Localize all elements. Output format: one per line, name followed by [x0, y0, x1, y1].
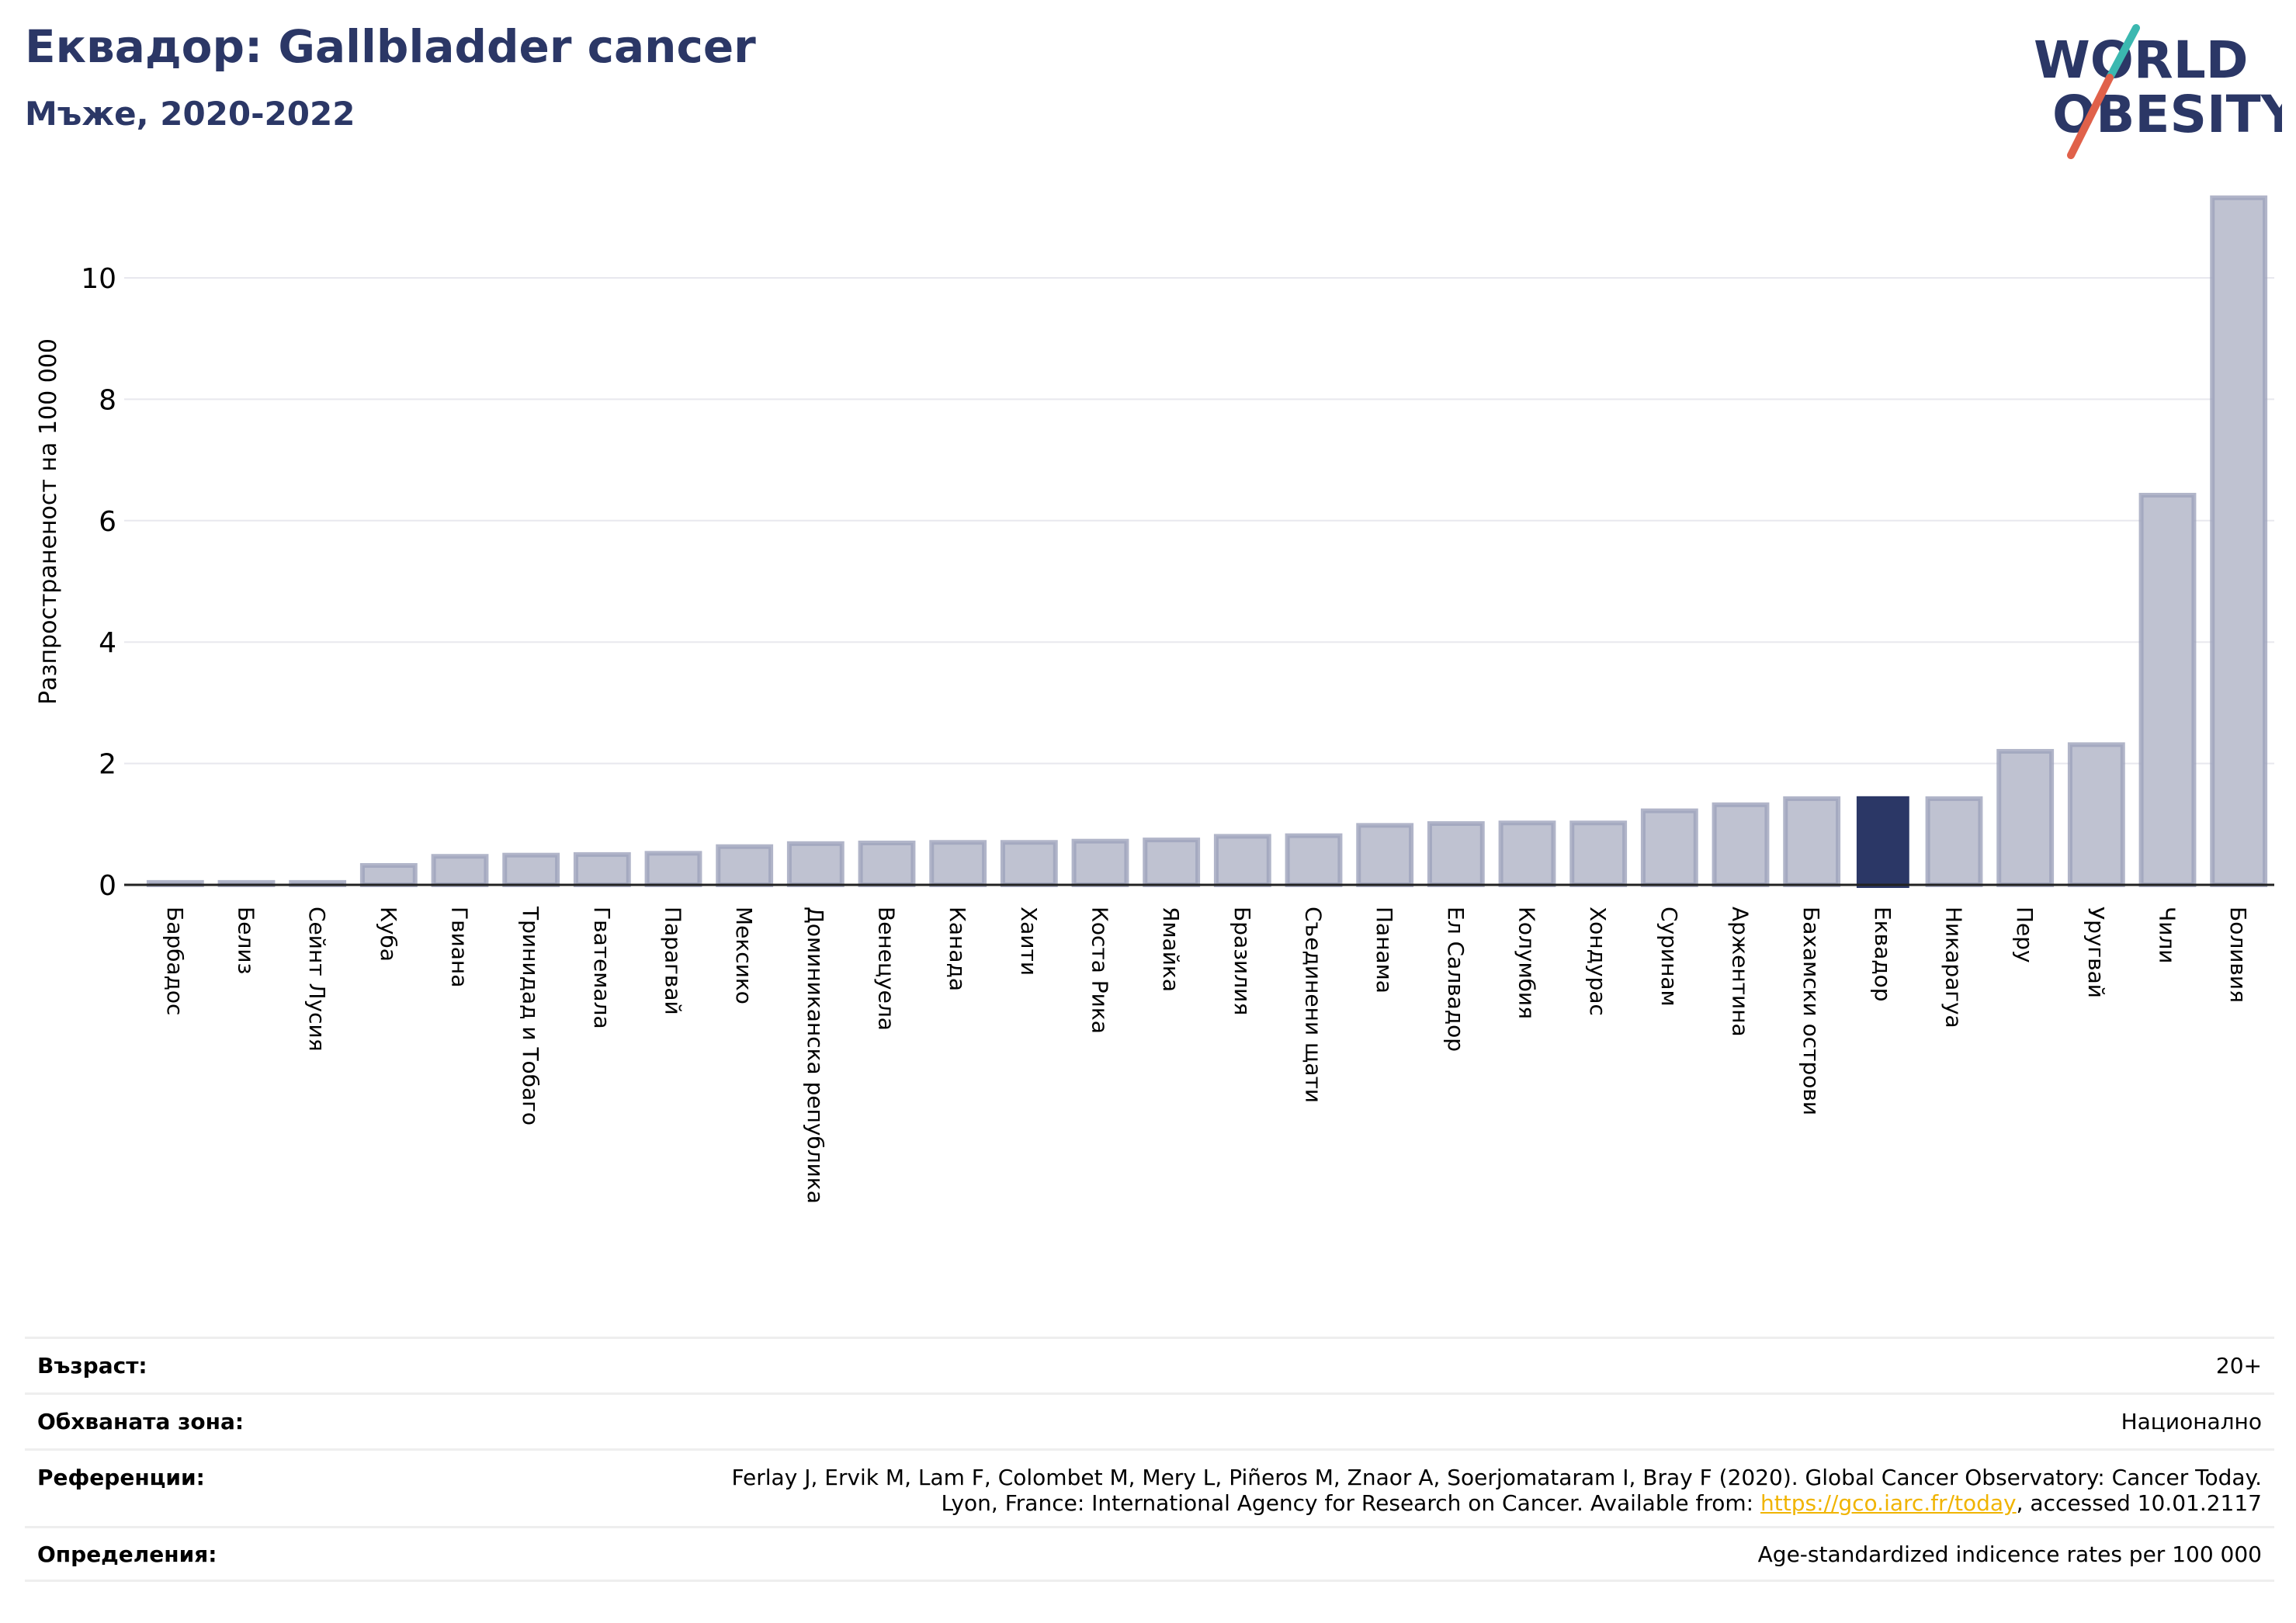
info-value-definitions: Age-standardized indicence rates per 100…	[1757, 1541, 2262, 1567]
reference-line1: Ferlay J, Ervik M, Lam F, Colombet M, Me…	[731, 1465, 2262, 1490]
bar	[359, 862, 418, 887]
x-tick-label: Тринидад и Тобаго	[518, 906, 543, 1125]
y-axis-label: Разпространеност на 100 000	[35, 338, 62, 705]
x-tick-label: Никарагуа	[1941, 907, 1967, 1028]
x-tick-label: Бахамски острови	[1798, 907, 1824, 1115]
x-tick-label: Аржентина	[1728, 907, 1753, 1037]
y-tick-label: 0	[99, 870, 116, 902]
x-tick-label: Белиз	[234, 907, 259, 974]
x-tick-label: Бразилия	[1230, 907, 1255, 1015]
x-tick-label: Уругвай	[2083, 907, 2109, 998]
x-tick-label: Чили	[2155, 907, 2180, 964]
bar	[1569, 820, 1628, 887]
reference-link[interactable]: https://gco.iarc.fr/today	[1760, 1490, 2017, 1516]
bar	[2067, 742, 2125, 887]
y-tick-label: 4	[99, 627, 116, 659]
x-tick-label: Коста Рика	[1087, 907, 1113, 1034]
bar	[1356, 823, 1414, 888]
x-tick-label: Колумбия	[1514, 907, 1540, 1019]
chart-title: Еквадор: Gallbladder cancer	[25, 20, 756, 73]
reference-line2-prefix: Lyon, France: International Agency for R…	[941, 1490, 1760, 1516]
bar	[786, 841, 845, 887]
bar	[858, 841, 916, 887]
bar	[644, 851, 702, 888]
info-label-definitions: Определения:	[37, 1541, 217, 1567]
bar	[2138, 492, 2197, 887]
x-tick-label: Хондурас	[1585, 907, 1611, 1016]
info-row-references: Референции: Ferlay J, Ervik M, Lam F, Co…	[25, 1448, 2274, 1526]
x-tick-label: Гвиана	[447, 907, 473, 987]
info-label-area: Обхваната зона:	[37, 1409, 245, 1434]
x-tick-label: Перу	[2012, 907, 2038, 963]
bar	[1213, 834, 1271, 887]
info-value-area: Национално	[2121, 1409, 2262, 1434]
bar	[1640, 808, 1698, 887]
y-tick-label: 8	[99, 384, 116, 416]
bar	[1996, 748, 2055, 888]
bar	[1712, 802, 1770, 887]
bar	[1498, 820, 1556, 887]
bar	[502, 852, 560, 888]
x-tick-label: Доминиканска република	[803, 907, 828, 1204]
x-tick-label: Сейнт Лусия	[304, 907, 330, 1052]
info-value-references: Ferlay J, Ervik M, Lam F, Colombet M, Me…	[731, 1465, 2262, 1526]
x-tick-label: Боливия	[2225, 907, 2251, 1003]
x-tick-label: Барбадос	[162, 907, 188, 1015]
x-tick-label: Ямайка	[1158, 907, 1184, 992]
bar	[929, 840, 987, 888]
x-tick-label: Хаити	[1016, 907, 1042, 976]
x-tick-label: Ел Салвадор	[1443, 907, 1469, 1052]
logo-slash-teal	[2106, 24, 2140, 81]
bar	[1071, 838, 1129, 888]
bar	[2210, 195, 2268, 887]
chart-subtitle: Мъже, 2020-2022	[25, 95, 355, 133]
x-tick-label: Суринам	[1656, 907, 1682, 1007]
bar	[1285, 833, 1343, 887]
x-tick-label: Парагвай	[661, 907, 686, 1015]
y-tick-label: 6	[99, 506, 116, 538]
info-label-references: Референции:	[37, 1465, 205, 1490]
x-tick-label: Канада	[945, 907, 970, 991]
x-tick-label: Съединени щати	[1301, 907, 1327, 1103]
x-tick-label: Куба	[376, 907, 401, 962]
bar	[1000, 840, 1058, 888]
logo-slash-red	[2067, 74, 2114, 159]
info-row-definitions: Определения: Age-standardized indicence …	[25, 1526, 2274, 1582]
x-tick-label: Венецуела	[874, 907, 900, 1031]
bar	[1783, 796, 1841, 888]
info-row-age: Възраст: 20+	[25, 1337, 2274, 1392]
info-table: Възраст: 20+ Обхваната зона: Национално …	[25, 1337, 2274, 1582]
world-obesity-logo: WORLD OBESITY	[2034, 24, 2282, 159]
info-value-age: 20+	[2215, 1353, 2262, 1379]
y-tick-label: 10	[81, 263, 116, 295]
bar	[431, 854, 489, 887]
logo-line1: WORLD	[2034, 30, 2249, 90]
x-tick-label: Панама	[1372, 907, 1397, 994]
bar	[1143, 838, 1201, 887]
bar-chart: 0 2 4 6 8 10 Разпространеност на 100 000 Барбад…	[35, 195, 2274, 1204]
reference-line2-suffix: , accessed 10.01.2117	[2016, 1490, 2262, 1516]
x-tick-label: Еквадор	[1870, 907, 1895, 1002]
info-label-age: Възраст:	[37, 1353, 147, 1379]
y-tick-label: 2	[99, 749, 116, 781]
bar	[573, 851, 631, 888]
x-tick-label: Мексико	[731, 907, 757, 1004]
bar	[1856, 796, 1909, 888]
reference-line2: Lyon, France: International Agency for R…	[731, 1490, 2262, 1516]
bar	[1925, 796, 1983, 888]
bar	[716, 844, 774, 888]
x-tick-label: Гватемала	[589, 907, 615, 1029]
bar	[1427, 821, 1485, 887]
info-row-area: Обхваната зона: Национално	[25, 1392, 2274, 1448]
